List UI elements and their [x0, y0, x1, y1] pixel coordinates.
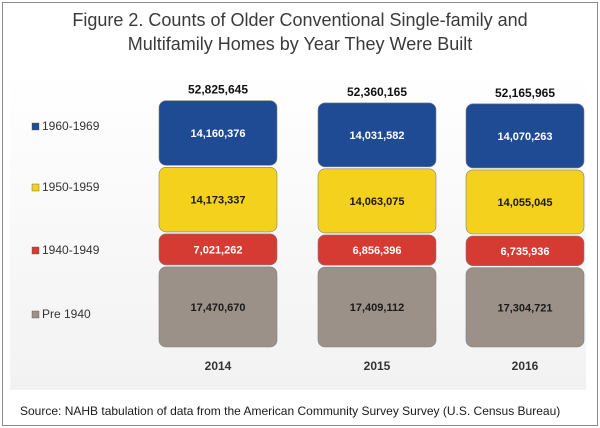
data-label-1940-1949-2014: 7,021,262 [194, 244, 243, 256]
bar-segment-1940-1949-2016 [465, 235, 585, 266]
data-label-1960-1969-2015: 14,031,582 [349, 130, 404, 142]
bar-segment-1950-1959-2014 [158, 166, 278, 233]
bar-segment-1960-1969-2016 [465, 103, 585, 169]
chart-title-line-2: Multifamily Homes by Year They Were Buil… [127, 34, 473, 54]
bar-segment-1940-1949-2014 [158, 233, 278, 266]
bar-segment-pre-1940-2015 [317, 266, 437, 348]
data-label-1950-1959-2014: 14,173,337 [190, 195, 245, 207]
legend-swatch-1950-1959 [31, 183, 40, 192]
data-label-1950-1959-2016: 14,055,045 [497, 197, 552, 209]
data-label-1950-1959-2015: 14,063,075 [349, 196, 404, 208]
data-label-pre-1940-2016: 17,304,721 [497, 302, 552, 314]
bar-segment-1960-1969-2015 [317, 102, 437, 168]
total-label-2015: 52,360,165 [347, 85, 407, 99]
source-note: Source: NAHB tabulation of data from the… [20, 404, 561, 418]
data-label-1960-1969-2016: 14,070,263 [497, 131, 552, 143]
data-label-1940-1949-2016: 6,735,936 [501, 246, 550, 258]
legend-label-1940-1949: 1940-1949 [42, 243, 100, 257]
data-label-pre-1940-2014: 17,470,670 [190, 302, 245, 314]
bar-segment-1960-1969-2014 [158, 100, 278, 166]
legend-swatch-1960-1969 [31, 122, 40, 131]
bar-segment-pre-1940-2014 [158, 266, 278, 348]
bar-segment-pre-1940-2016 [465, 267, 585, 348]
x-tick-label-2015: 2015 [364, 359, 391, 373]
legend-label-1950-1959: 1950-1959 [42, 180, 100, 194]
total-label-2016: 52,165,965 [495, 86, 555, 100]
legend-swatch-pre-1940 [31, 310, 40, 319]
legend-label-pre-1940: Pre 1940 [42, 307, 91, 321]
data-label-pre-1940-2015: 17,409,112 [350, 302, 404, 314]
data-label-1960-1969-2014: 14,160,376 [190, 128, 245, 140]
x-tick-label-2016: 2016 [512, 359, 539, 373]
bar-segment-1950-1959-2016 [465, 169, 585, 235]
x-tick-label-2014: 2014 [205, 359, 232, 373]
total-label-2014: 52,825,645 [188, 83, 248, 97]
legend-swatch-1940-1949 [31, 246, 40, 255]
data-label-1940-1949-2015: 6,856,396 [353, 245, 402, 257]
bar-segment-1950-1959-2015 [317, 168, 437, 234]
legend-label-1960-1969: 1960-1969 [42, 119, 100, 133]
bar-segment-1940-1949-2015 [317, 234, 437, 266]
chart-title-line-1: Figure 2. Counts of Older Conventional S… [72, 10, 528, 30]
